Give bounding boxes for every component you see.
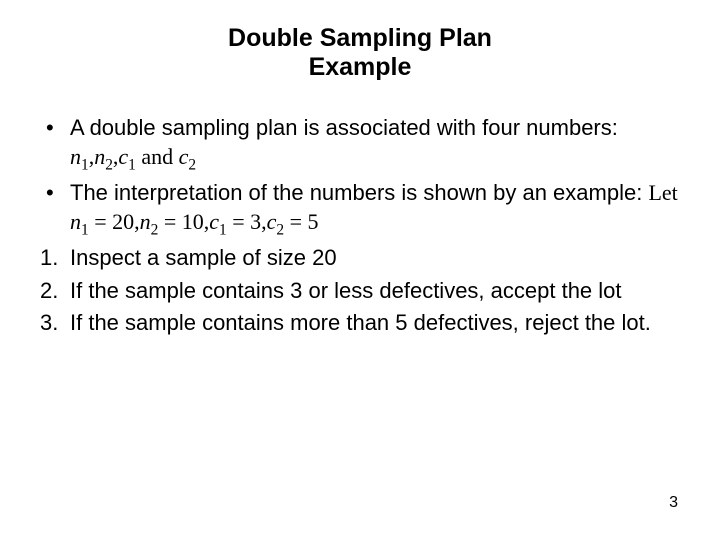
bullet-item: • The interpretation of the numbers is s… xyxy=(40,179,680,240)
numbered-item: 3. If the sample contains more than 5 de… xyxy=(40,309,680,338)
numbered-text: If the sample contains more than 5 defec… xyxy=(70,309,680,338)
bullet-text: A double sampling plan is associated wit… xyxy=(70,114,680,175)
numbered-item: 2. If the sample contains 3 or less defe… xyxy=(40,277,680,306)
numbered-text: If the sample contains 3 or less defecti… xyxy=(70,277,680,306)
bullet-marker-icon: • xyxy=(40,114,70,143)
math-expression: n1,n2,c1 and c2 xyxy=(70,144,196,169)
bullet-text: The interpretation of the numbers is sho… xyxy=(70,179,680,240)
numbered-item: 1. Inspect a sample of size 20 xyxy=(40,244,680,273)
number-marker: 1. xyxy=(40,244,70,273)
slide-title: Double Sampling Plan Example xyxy=(40,24,680,82)
page-number: 3 xyxy=(669,494,678,512)
bullet-text-span: The interpretation of the numbers is sho… xyxy=(70,180,642,205)
bullet-text-span: A double sampling plan is associated wit… xyxy=(70,115,618,140)
bullet-marker-icon: • xyxy=(40,179,70,208)
title-line-2: Example xyxy=(40,53,680,82)
title-line-1: Double Sampling Plan xyxy=(40,24,680,53)
numbered-text: Inspect a sample of size 20 xyxy=(70,244,680,273)
number-marker: 2. xyxy=(40,277,70,306)
bullet-item: • A double sampling plan is associated w… xyxy=(40,114,680,175)
slide: Double Sampling Plan Example • A double … xyxy=(0,0,720,540)
slide-body: • A double sampling plan is associated w… xyxy=(40,114,680,338)
number-marker: 3. xyxy=(40,309,70,338)
